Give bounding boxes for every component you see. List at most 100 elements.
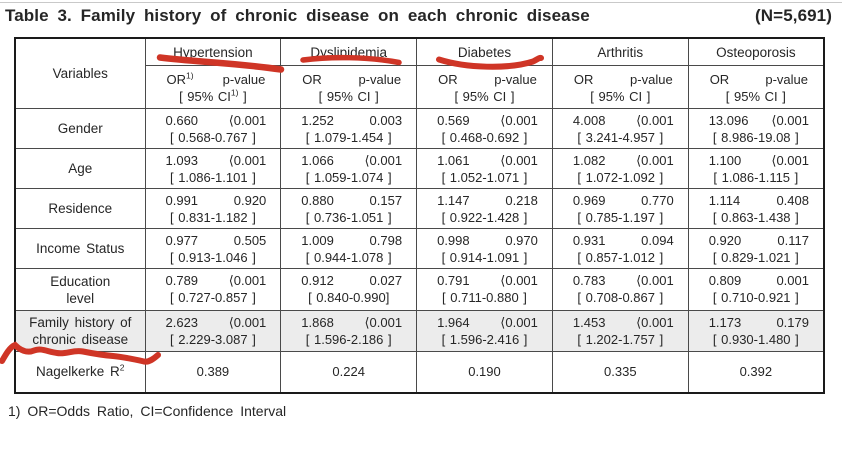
ci-header-label: [ 95% CI <box>454 88 507 104</box>
subheader-or-p-line: OR p-value <box>417 70 552 88</box>
ci-header-line: [ 95% CI1) ] <box>146 88 281 105</box>
table-body: Gender 0.660 ⟨0.001 [ 0.568-0.767 ] 1.252 0.0… <box>14 108 825 393</box>
value-line: 4.008 ⟨0.001 <box>553 109 688 129</box>
subheader-cell-dyslipidemia: OR p-value[ 95% CI ] <box>280 65 418 109</box>
p-value: ⟨0.001 <box>228 153 267 168</box>
p-value: 0.117 <box>777 233 809 248</box>
or-value: 0.977 <box>165 233 199 248</box>
or-value: 1.453 <box>572 315 606 330</box>
value-line: 0.920 0.117 <box>689 229 823 249</box>
data-cell: 0.998 0.970 [ 0.914-1.091 ] <box>416 228 553 269</box>
table-row: Family history of chronic disease 2.623 ⟨0… <box>14 310 825 352</box>
table-row: Age 1.093 ⟨0.001 [ 1.086-1.101 ] 1.066 ⟨0.001… <box>14 148 825 189</box>
p-value: ⟨0.001 <box>500 273 538 288</box>
or-value: 1.082 <box>572 153 606 168</box>
data-cell: 0.920 0.117 [ 0.829-1.021 ] <box>687 228 825 269</box>
subheader-or-p-line: OR p-value <box>553 70 688 88</box>
header-row-diseases: Variables Hypertension Dyslipidemia Diabete… <box>14 37 825 109</box>
value-line: 0.791 ⟨0.001 <box>417 269 552 289</box>
ci-range: [ 0.785-1.197 ] <box>577 210 664 225</box>
value-line: 1.093 ⟨0.001 <box>146 149 281 169</box>
or-value: 1.964 <box>437 315 470 330</box>
or-header-label: OR <box>709 71 730 87</box>
p-value: ⟨0.001 <box>771 113 809 128</box>
value-line: 0.931 0.094 <box>553 229 688 249</box>
ci-range: [ 0.863-1.438 ] <box>712 210 799 225</box>
p-value: 0.094 <box>641 233 674 248</box>
ci-range: [ 0.727-0.857 ] <box>169 290 256 305</box>
data-cell: 0.660 ⟨0.001 [ 0.568-0.767 ] <box>144 108 282 149</box>
p-value: ⟨0.001 <box>500 153 538 168</box>
ci-header-line: [ 95% CI ] <box>281 88 416 105</box>
or-value: 0.783 <box>572 273 606 288</box>
nagelkerke-value: 0.392 <box>687 351 825 393</box>
or-value: 1.061 <box>437 153 470 168</box>
data-cell: 2.623 ⟨0.001 [ 2.229-3.087 ] <box>144 310 282 352</box>
value-line: 1.114 0.408 <box>689 189 823 209</box>
ci-range: [ 0.857-1.012 ] <box>577 250 664 265</box>
ci-header-line: [ 95% CI ] <box>417 88 552 105</box>
footnote: 1) OR=Odds Ratio, CI=Confidence Interval <box>8 403 287 419</box>
value-line: 1.100 ⟨0.001 <box>689 149 823 169</box>
data-cell: 1.082 ⟨0.001 [ 1.072-1.092 ] <box>551 148 689 189</box>
subheader-cell-arthritis: OR p-value[ 95% CI ] <box>551 65 689 109</box>
p-value: 0.218 <box>505 193 538 208</box>
p-value: ⟨0.001 <box>636 113 674 128</box>
ci-range: [ 0.913-1.046 ] <box>169 250 256 265</box>
value-line: 1.061 ⟨0.001 <box>417 149 552 169</box>
data-cell: 1.868 ⟨0.001 [ 1.596-2.186 ] <box>280 310 418 352</box>
or-value: 1.147 <box>437 193 470 208</box>
data-cell: 0.789 ⟨0.001 [ 0.727-0.857 ] <box>144 268 282 311</box>
nagelkerke-label: Nagelkerke R2 <box>14 351 146 393</box>
data-cell: 0.912 0.027 [ 0.840-0.990] <box>280 268 418 311</box>
value-line: 0.969 0.770 <box>553 189 688 209</box>
ci-header-line: [ 95% CI ] <box>553 88 688 105</box>
ci-header-close: ] <box>642 88 651 104</box>
p-value: ⟨0.001 <box>500 315 538 330</box>
data-cell: 4.008 ⟨0.001 [ 3.241-4.957 ] <box>551 108 689 149</box>
value-line: 1.147 0.218 <box>417 189 552 209</box>
p-value: 0.003 <box>369 113 403 128</box>
ci-range: [ 1.202-1.757 ] <box>577 332 664 347</box>
or-value: 0.998 <box>437 233 470 248</box>
value-line: 0.809 0.001 <box>689 269 823 289</box>
value-line: 1.964 ⟨0.001 <box>417 311 552 331</box>
subheader-cell-osteoporosis: OR p-value[ 95% CI ] <box>687 65 825 109</box>
ci-range: [ 0.711-0.880 ] <box>442 290 527 305</box>
ci-range: [ 1.059-1.074 ] <box>305 170 392 185</box>
ci-range: [ 0.831-1.182 ] <box>169 210 256 225</box>
data-cell: 1.453 ⟨0.001 [ 1.202-1.757 ] <box>551 310 689 352</box>
ci-range: [ 0.944-1.078 ] <box>305 250 392 265</box>
data-cell: 1.066 ⟨0.001 [ 1.059-1.074 ] <box>280 148 418 189</box>
or-value: 0.660 <box>165 113 199 128</box>
value-line: 1.252 0.003 <box>281 109 416 129</box>
or-value: 0.789 <box>165 273 199 288</box>
or-value: 1.100 <box>708 153 742 168</box>
p-value: 0.179 <box>776 315 809 330</box>
data-cell: 0.783 ⟨0.001 [ 0.708-0.867 ] <box>551 268 689 311</box>
or-header-label: OR <box>573 71 594 87</box>
data-cell: 0.809 0.001 [ 0.710-0.921 ] <box>687 268 825 311</box>
row-label: Income Status <box>14 228 146 269</box>
p-value: ⟨0.001 <box>364 315 403 330</box>
p-value: 0.157 <box>369 193 403 208</box>
value-line: 0.569 ⟨0.001 <box>417 109 552 129</box>
table-row: Gender 0.660 ⟨0.001 [ 0.568-0.767 ] 1.252 0.0… <box>14 108 825 149</box>
value-line: 0.977 0.505 <box>146 229 281 249</box>
subheader-or-p-line: OR p-value <box>281 70 416 88</box>
nagelkerke-row: Nagelkerke R2 0.389 0.224 0.190 0.335 0.392 <box>14 351 825 393</box>
value-line: 0.783 ⟨0.001 <box>553 269 688 289</box>
ci-header-label: [ 95% CI <box>318 88 371 104</box>
p-value: 0.770 <box>641 193 674 208</box>
results-table: Variables Hypertension Dyslipidemia Diabete… <box>14 37 825 394</box>
column-header-diabetes: Diabetes <box>416 37 553 66</box>
page-top-rule <box>0 2 842 3</box>
or-header-label: OR1) <box>166 70 194 87</box>
or-value: 1.066 <box>301 153 334 168</box>
ci-header-label: [ 95% CI <box>590 88 643 104</box>
or-value: 0.912 <box>301 273 334 288</box>
ci-range: [ 0.708-0.867 ] <box>577 290 664 305</box>
value-line: 0.998 0.970 <box>417 229 552 249</box>
ci-range: [ 1.072-1.092 ] <box>577 170 664 185</box>
ci-footnote-marker: 1) <box>230 87 239 98</box>
